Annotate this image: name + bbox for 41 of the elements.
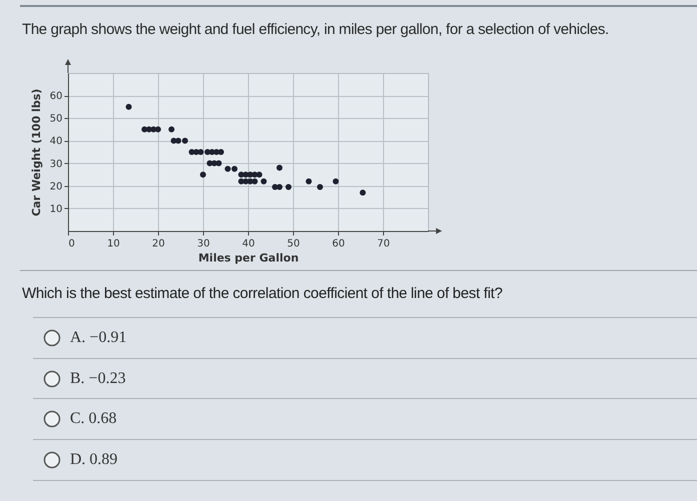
chart-title: The graph shows the weight and fuel efficiency, in miles per gallon, for a selection of vehicles. <box>22 21 609 38</box>
y-tick-label: 30 <box>50 158 62 170</box>
text: C. 0.68 <box>70 410 117 428</box>
point <box>216 160 222 166</box>
y-tick-label: 60 <box>50 91 62 102</box>
text: A. −0.91 <box>70 329 127 347</box>
y-tick-label: 50 <box>50 114 62 125</box>
point <box>276 164 282 171</box>
x-tick-label: 60 <box>332 238 345 250</box>
x-tick-label: 10 <box>107 238 120 250</box>
point <box>232 166 238 172</box>
text: D. 0.89 <box>70 450 118 468</box>
point <box>218 149 224 155</box>
text: Which is the best estimate of the correlation coefficient of the line of best fit? <box>22 285 502 302</box>
point <box>317 184 323 190</box>
point <box>286 184 292 190</box>
point <box>260 178 267 184</box>
point <box>155 126 161 132</box>
point <box>168 126 174 132</box>
y-tick-label: 20 <box>50 181 62 192</box>
point <box>360 190 366 196</box>
x-tick-label: 0 <box>68 238 75 250</box>
point <box>182 138 188 144</box>
point <box>200 172 206 178</box>
point <box>224 166 231 172</box>
point <box>175 138 182 144</box>
x-tick-label: 20 <box>152 238 165 250</box>
x-tick-label: 30 <box>197 238 210 250</box>
x-axis-title: Miles per Gallon <box>198 252 299 264</box>
x-tick-label: 50 <box>287 238 300 250</box>
text: B. −0.23 <box>70 370 126 388</box>
point <box>332 178 339 184</box>
point <box>126 104 132 110</box>
y-tick-label: 40 <box>50 136 62 148</box>
x-tick-label: 70 <box>377 238 390 250</box>
x-tick-label: 40 <box>242 238 255 250</box>
y-tick-label: 10 <box>50 204 62 215</box>
point <box>276 184 282 190</box>
point <box>252 178 258 184</box>
y-axis-title: Car Weight (100 lbs) <box>30 88 43 216</box>
point <box>306 178 312 184</box>
